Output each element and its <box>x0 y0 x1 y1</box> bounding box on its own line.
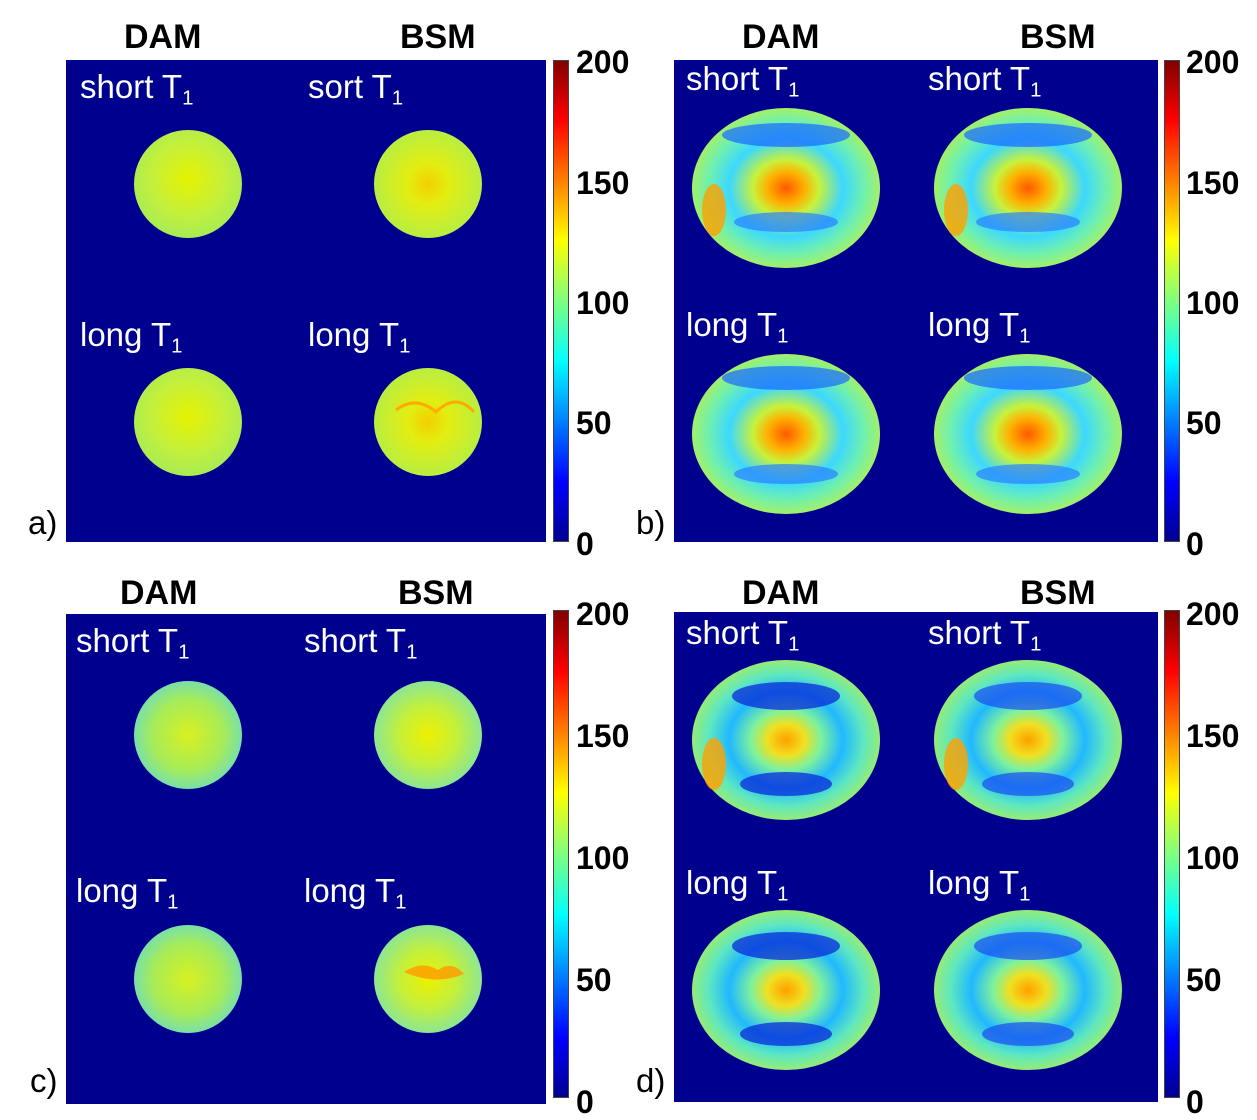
label-bottom-right: long T1 <box>308 316 411 358</box>
panel-d: DAM BSM short T1 short T1 long T <box>628 558 1256 1120</box>
colorbar-tick: 150 <box>1186 165 1240 201</box>
phantom-image <box>134 130 482 476</box>
label-bottom-right: long T1 <box>928 306 1031 348</box>
label-bottom-left: long T1 <box>80 316 183 358</box>
colorbar-tick: 200 <box>1186 44 1240 80</box>
colorbar <box>1164 610 1180 1098</box>
colorbar-tick: 0 <box>576 526 594 562</box>
phantom-image <box>134 681 482 1033</box>
panel-c: DAM BSM short T1 short T1 long T1 long T… <box>0 558 630 1120</box>
colorbar-tick: 100 <box>576 285 630 321</box>
label-top-right: sort T1 <box>308 68 404 110</box>
label-bottom-right: long T1 <box>304 872 407 914</box>
label-top-right: short T1 <box>928 614 1042 656</box>
colorbar-tick: 150 <box>576 165 630 201</box>
column-header-dam: DAM <box>120 574 198 612</box>
column-header-bsm: BSM <box>1020 18 1096 56</box>
label-top-left: short T1 <box>686 60 800 102</box>
colorbar <box>553 610 569 1098</box>
colorbar <box>1164 60 1180 542</box>
panel-label: c) <box>30 1062 58 1099</box>
colorbar-tick: 150 <box>1186 718 1240 754</box>
colorbar-tick: 200 <box>576 596 630 632</box>
phantom-map-a: short T1 sort T1 long T1 long T1 <box>66 60 546 542</box>
panel-b: DAM BSM sho <box>628 0 1256 562</box>
column-header-bsm: BSM <box>1020 574 1096 612</box>
colorbar-tick: 100 <box>576 840 630 876</box>
phantom-image <box>692 660 1122 1070</box>
column-header-dam: DAM <box>742 18 820 56</box>
colorbar-tick: 150 <box>576 718 630 754</box>
colorbar-tick: 50 <box>1186 405 1222 441</box>
label-top-left: short T1 <box>686 614 800 656</box>
label-bottom-right: long T1 <box>928 864 1031 906</box>
column-header-dam: DAM <box>124 18 202 56</box>
colorbar <box>553 60 569 542</box>
colorbar-tick: 100 <box>1186 285 1240 321</box>
label-top-right: short T1 <box>928 60 1042 102</box>
colorbar-tick: 200 <box>1186 596 1240 632</box>
label-top-left: short T1 <box>80 68 194 110</box>
colorbar-tick: 0 <box>1186 1084 1204 1120</box>
label-bottom-left: long T1 <box>76 872 179 914</box>
colorbar-tick: 50 <box>576 405 612 441</box>
colorbar-tick: 200 <box>576 44 630 80</box>
label-top-right: short T1 <box>304 622 418 664</box>
colorbar-tick: 50 <box>576 962 612 998</box>
column-header-bsm: BSM <box>398 574 474 612</box>
label-top-left: short T1 <box>76 622 190 664</box>
colorbar-tick: 0 <box>1186 526 1204 562</box>
panel-label: d) <box>636 1062 666 1099</box>
phantom-map-d: short T1 short T1 long T1 long T1 <box>674 612 1158 1102</box>
phantom-map-c: short T1 short T1 long T1 long T1 <box>66 614 546 1104</box>
phantom-image <box>692 108 1122 514</box>
colorbar-tick: 0 <box>576 1084 594 1120</box>
colorbar-tick: 50 <box>1186 962 1222 998</box>
phantom-map-b: short T1 short T1 long T1 long T1 <box>674 60 1158 542</box>
column-header-dam: DAM <box>742 574 820 612</box>
colorbar-tick: 100 <box>1186 840 1240 876</box>
panel-label: a) <box>28 504 58 541</box>
label-bottom-left: long T1 <box>686 306 789 348</box>
panel-label: b) <box>636 504 666 541</box>
panel-a: DAM BSM short T1 sort T1 long T1 long T1… <box>0 0 630 562</box>
label-bottom-left: long T1 <box>686 864 789 906</box>
column-header-bsm: BSM <box>400 18 476 56</box>
